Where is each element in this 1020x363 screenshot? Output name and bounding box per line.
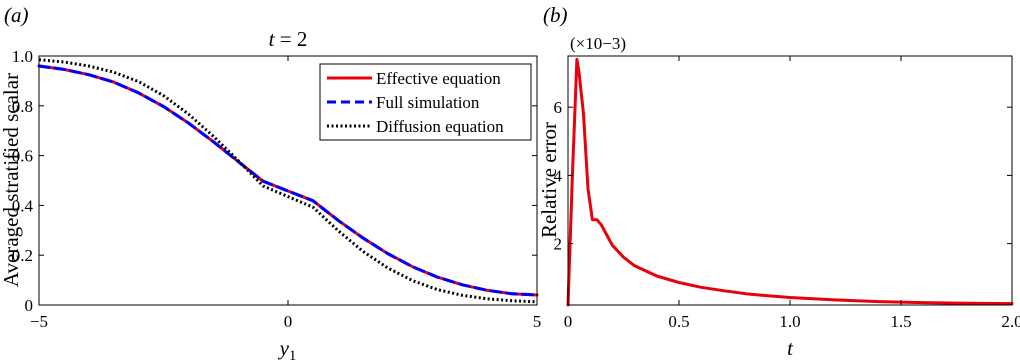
panel-b-xtick-label: 1.5 <box>890 312 911 331</box>
panel-a-ytick-label: 0 <box>25 296 34 315</box>
panel-a-title: t = 2 <box>269 27 308 51</box>
panel-a-xlabel: y1 <box>278 336 297 363</box>
panel-b-ticks: 0 0.5 1.0 1.5 2.0 2 4 6 <box>554 56 1020 331</box>
panel-b: (b) (×10−3) 0 0.5 1.0 1.5 2.0 2 4 6 t Relative … <box>537 3 1020 360</box>
panel-a-series <box>37 58 539 304</box>
legend-label-diffusion: Diffusion equation <box>376 117 504 136</box>
panel-b-xtick-label: 0 <box>564 312 573 331</box>
panel-b-xlabel: t <box>787 336 794 360</box>
panel-b-axes-box <box>567 55 1013 306</box>
panel-b-xtick-label: 2.0 <box>1001 312 1020 331</box>
panel-a-xtick-label: 5 <box>533 312 542 331</box>
panel-b-ytick-label: 2 <box>554 235 563 254</box>
panel-a-ytick-label: 1.0 <box>12 47 33 66</box>
panel-a-ytick-label: 0.4 <box>12 196 34 215</box>
panel-a-series-line-2 <box>38 58 538 304</box>
panel-b-xtick-label: 1.0 <box>779 312 800 331</box>
panel-b-label: (b) <box>543 3 568 27</box>
panel-a-xtick-label: 0 <box>284 312 293 331</box>
panel-b-plot-area <box>568 56 1012 305</box>
panel-a-ylabel: Averaged stratified scalar <box>0 73 23 287</box>
panel-b-ytick-label: 4 <box>554 166 563 185</box>
panel-a-legend: Effective equation Full simulation Diffu… <box>319 63 532 141</box>
panel-b-scale-note: (×10−3) <box>570 34 626 53</box>
legend-label-full: Full simulation <box>376 93 480 112</box>
panel-a-label: (a) <box>4 3 29 27</box>
panel-a-ytick-label: 0.6 <box>12 147 33 166</box>
panel-a: (a) t = 2 −5 0 500.20.40.60.81.0 y1 Averag… <box>0 3 541 363</box>
panel-a-xtick-label: −5 <box>30 312 48 331</box>
panel-b-xtick-label: 0.5 <box>668 312 689 331</box>
panel-a-series-line-1 <box>37 64 539 297</box>
panel-b-ytick-label: 6 <box>554 98 563 117</box>
panel-b-ylabel: Relative error <box>537 122 561 238</box>
panel-a-ytick-label: 0.2 <box>12 246 33 265</box>
panel-b-series <box>566 57 1014 307</box>
panel-b-series-line-0 <box>566 57 1014 307</box>
legend-label-effective: Effective equation <box>376 69 501 88</box>
panel-a-axes-box <box>38 55 538 306</box>
panel-a-ytick-label: 0.8 <box>12 97 33 116</box>
